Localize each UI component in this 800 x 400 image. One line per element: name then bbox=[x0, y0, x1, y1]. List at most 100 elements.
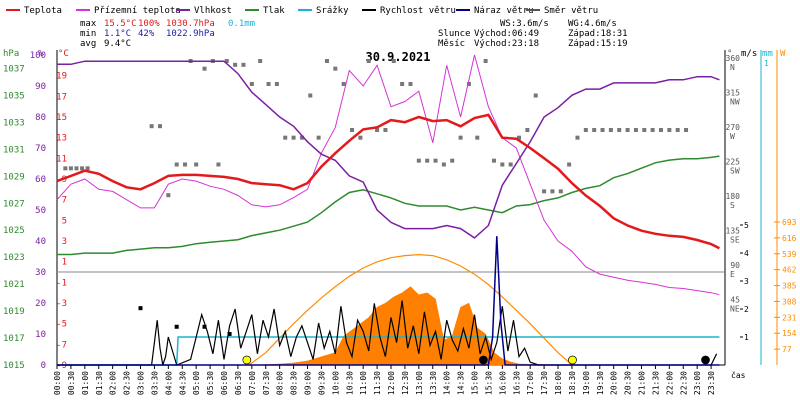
humidity-tick-label: 40 bbox=[35, 237, 46, 247]
wind-direction-point bbox=[633, 128, 638, 132]
wind-direction-point bbox=[157, 124, 162, 129]
wind-direction-point bbox=[324, 59, 329, 63]
temperature-tick-label: 17 bbox=[56, 92, 67, 102]
pressure-tick-label: 1015 bbox=[3, 361, 25, 371]
wind-direction-point bbox=[383, 128, 388, 132]
temperature-tick-label: 3 bbox=[62, 237, 67, 247]
pressure-tick-label: 1031 bbox=[3, 145, 25, 155]
wind-direction-point bbox=[74, 166, 79, 171]
direction-letter: SW bbox=[730, 167, 740, 176]
x-tick-label: 15:00 bbox=[471, 371, 480, 395]
chart-title: 30.9.2021 bbox=[365, 50, 430, 64]
stat-max-label: max bbox=[80, 19, 97, 29]
wind-direction-point bbox=[475, 135, 480, 140]
legend-label: Tlak bbox=[263, 6, 285, 16]
wind-direction-point bbox=[542, 189, 547, 194]
wind-direction-point bbox=[667, 128, 672, 132]
x-tick-label: 20:00 bbox=[610, 371, 619, 395]
humidity-tick-label: 50 bbox=[35, 206, 46, 216]
wind-direction-point bbox=[274, 82, 279, 86]
solar-tick-label: 77 bbox=[782, 345, 792, 354]
wind-direction-point bbox=[642, 128, 647, 132]
wind-direction-point bbox=[608, 128, 613, 132]
humidity-tick-label: 20 bbox=[35, 299, 46, 309]
humidity-tick-label: 30 bbox=[35, 268, 46, 278]
info-ws: WS:3.6m/s bbox=[500, 19, 549, 29]
wind-direction-point bbox=[450, 158, 455, 163]
x-tick-label: 02:30 bbox=[123, 371, 132, 395]
direction-unit: ° bbox=[727, 49, 732, 59]
x-tick-label: 14:30 bbox=[457, 371, 466, 395]
temperature-tick-label: -3 bbox=[56, 299, 67, 309]
solar-max-line bbox=[248, 253, 573, 366]
x-tick-label: 16:00 bbox=[498, 371, 507, 395]
wind-tick-label: 5 bbox=[744, 221, 749, 230]
wind-direction-point bbox=[258, 59, 263, 63]
direction-letter: N bbox=[730, 63, 735, 72]
direction-tick-label: 90 bbox=[730, 261, 740, 270]
x-tick-label: 00:00 bbox=[53, 371, 62, 395]
x-tick-label: 23:30 bbox=[707, 371, 716, 395]
pressure-tick-label: 1025 bbox=[3, 226, 25, 236]
solar-tick-label: 154 bbox=[782, 329, 797, 338]
wind-gust-line bbox=[57, 236, 720, 366]
solar-tick-label: 693 bbox=[782, 218, 797, 227]
humidity-tick-label: 0 bbox=[41, 361, 46, 371]
wind-direction-point bbox=[358, 135, 363, 140]
direction-tick-label: 135 bbox=[726, 227, 741, 236]
x-tick-label: 00:30 bbox=[67, 371, 76, 395]
x-tick-label: 02:00 bbox=[109, 371, 118, 395]
humidity-unit: % bbox=[38, 49, 44, 59]
wind-tick-label: 3 bbox=[744, 277, 749, 286]
x-tick-label: 05:30 bbox=[206, 371, 215, 395]
temperature-line bbox=[56, 113, 720, 250]
wind-direction-point bbox=[466, 82, 471, 86]
direction-letter: NW bbox=[730, 98, 740, 107]
sunset-marker bbox=[568, 355, 577, 365]
temperature-tick-label: 1 bbox=[62, 258, 67, 268]
wind-direction-point bbox=[441, 162, 446, 167]
direction-tick-label: 360 bbox=[726, 54, 741, 63]
solar-tick-label: 539 bbox=[782, 250, 797, 259]
wind-direction-point bbox=[216, 162, 221, 167]
humidity-tick-label: 80 bbox=[35, 113, 46, 123]
x-tick-label: 19:00 bbox=[582, 371, 591, 395]
wind-direction-point bbox=[224, 59, 229, 63]
stat-avg-label: avg bbox=[80, 39, 96, 49]
wind-direction-point bbox=[592, 128, 597, 132]
temperature-tick-label: 11 bbox=[56, 154, 67, 164]
solar-tick-label: 385 bbox=[782, 282, 797, 291]
x-tick-label: 10:30 bbox=[345, 371, 354, 395]
wind-direction-point bbox=[63, 166, 68, 171]
wind-tick-label: 2 bbox=[744, 305, 749, 314]
x-tick-label: 03:00 bbox=[137, 371, 146, 395]
wind-direction-point bbox=[375, 128, 380, 132]
wind-direction-point bbox=[684, 128, 689, 132]
wind-direction-point bbox=[517, 135, 522, 140]
info-sunset: Západ:18:31 bbox=[568, 29, 628, 39]
pressure-unit: hPa bbox=[3, 49, 19, 59]
wind-direction-point bbox=[68, 166, 73, 171]
wind-direction-point bbox=[391, 59, 396, 63]
temperature-tick-label: 13 bbox=[56, 134, 67, 144]
direction-tick-label: 315 bbox=[726, 89, 741, 98]
solar-unit: W bbox=[780, 49, 786, 59]
wind-direction-point bbox=[341, 82, 346, 86]
stat-max-rain: 0.1mm bbox=[228, 19, 255, 29]
wind-speed-marker bbox=[202, 324, 207, 329]
x-tick-label: 15:30 bbox=[484, 371, 493, 395]
direction-letter: W bbox=[730, 132, 735, 141]
legend-label: Teplota bbox=[24, 6, 62, 16]
humidity-tick-label: 70 bbox=[35, 144, 46, 154]
humidity-tick-label: 100 bbox=[30, 51, 46, 61]
wind-direction-point bbox=[550, 189, 555, 194]
direction-tick-label: 270 bbox=[726, 123, 741, 132]
ground-temperature-line bbox=[56, 54, 720, 296]
wind-direction-point bbox=[408, 82, 413, 86]
x-tick-label: 06:30 bbox=[234, 371, 243, 395]
direction-letter: SE bbox=[730, 236, 740, 245]
legend-label: Náraz větru bbox=[474, 6, 534, 16]
wind-direction-point bbox=[675, 128, 680, 132]
x-tick-label: 11:00 bbox=[359, 371, 368, 395]
